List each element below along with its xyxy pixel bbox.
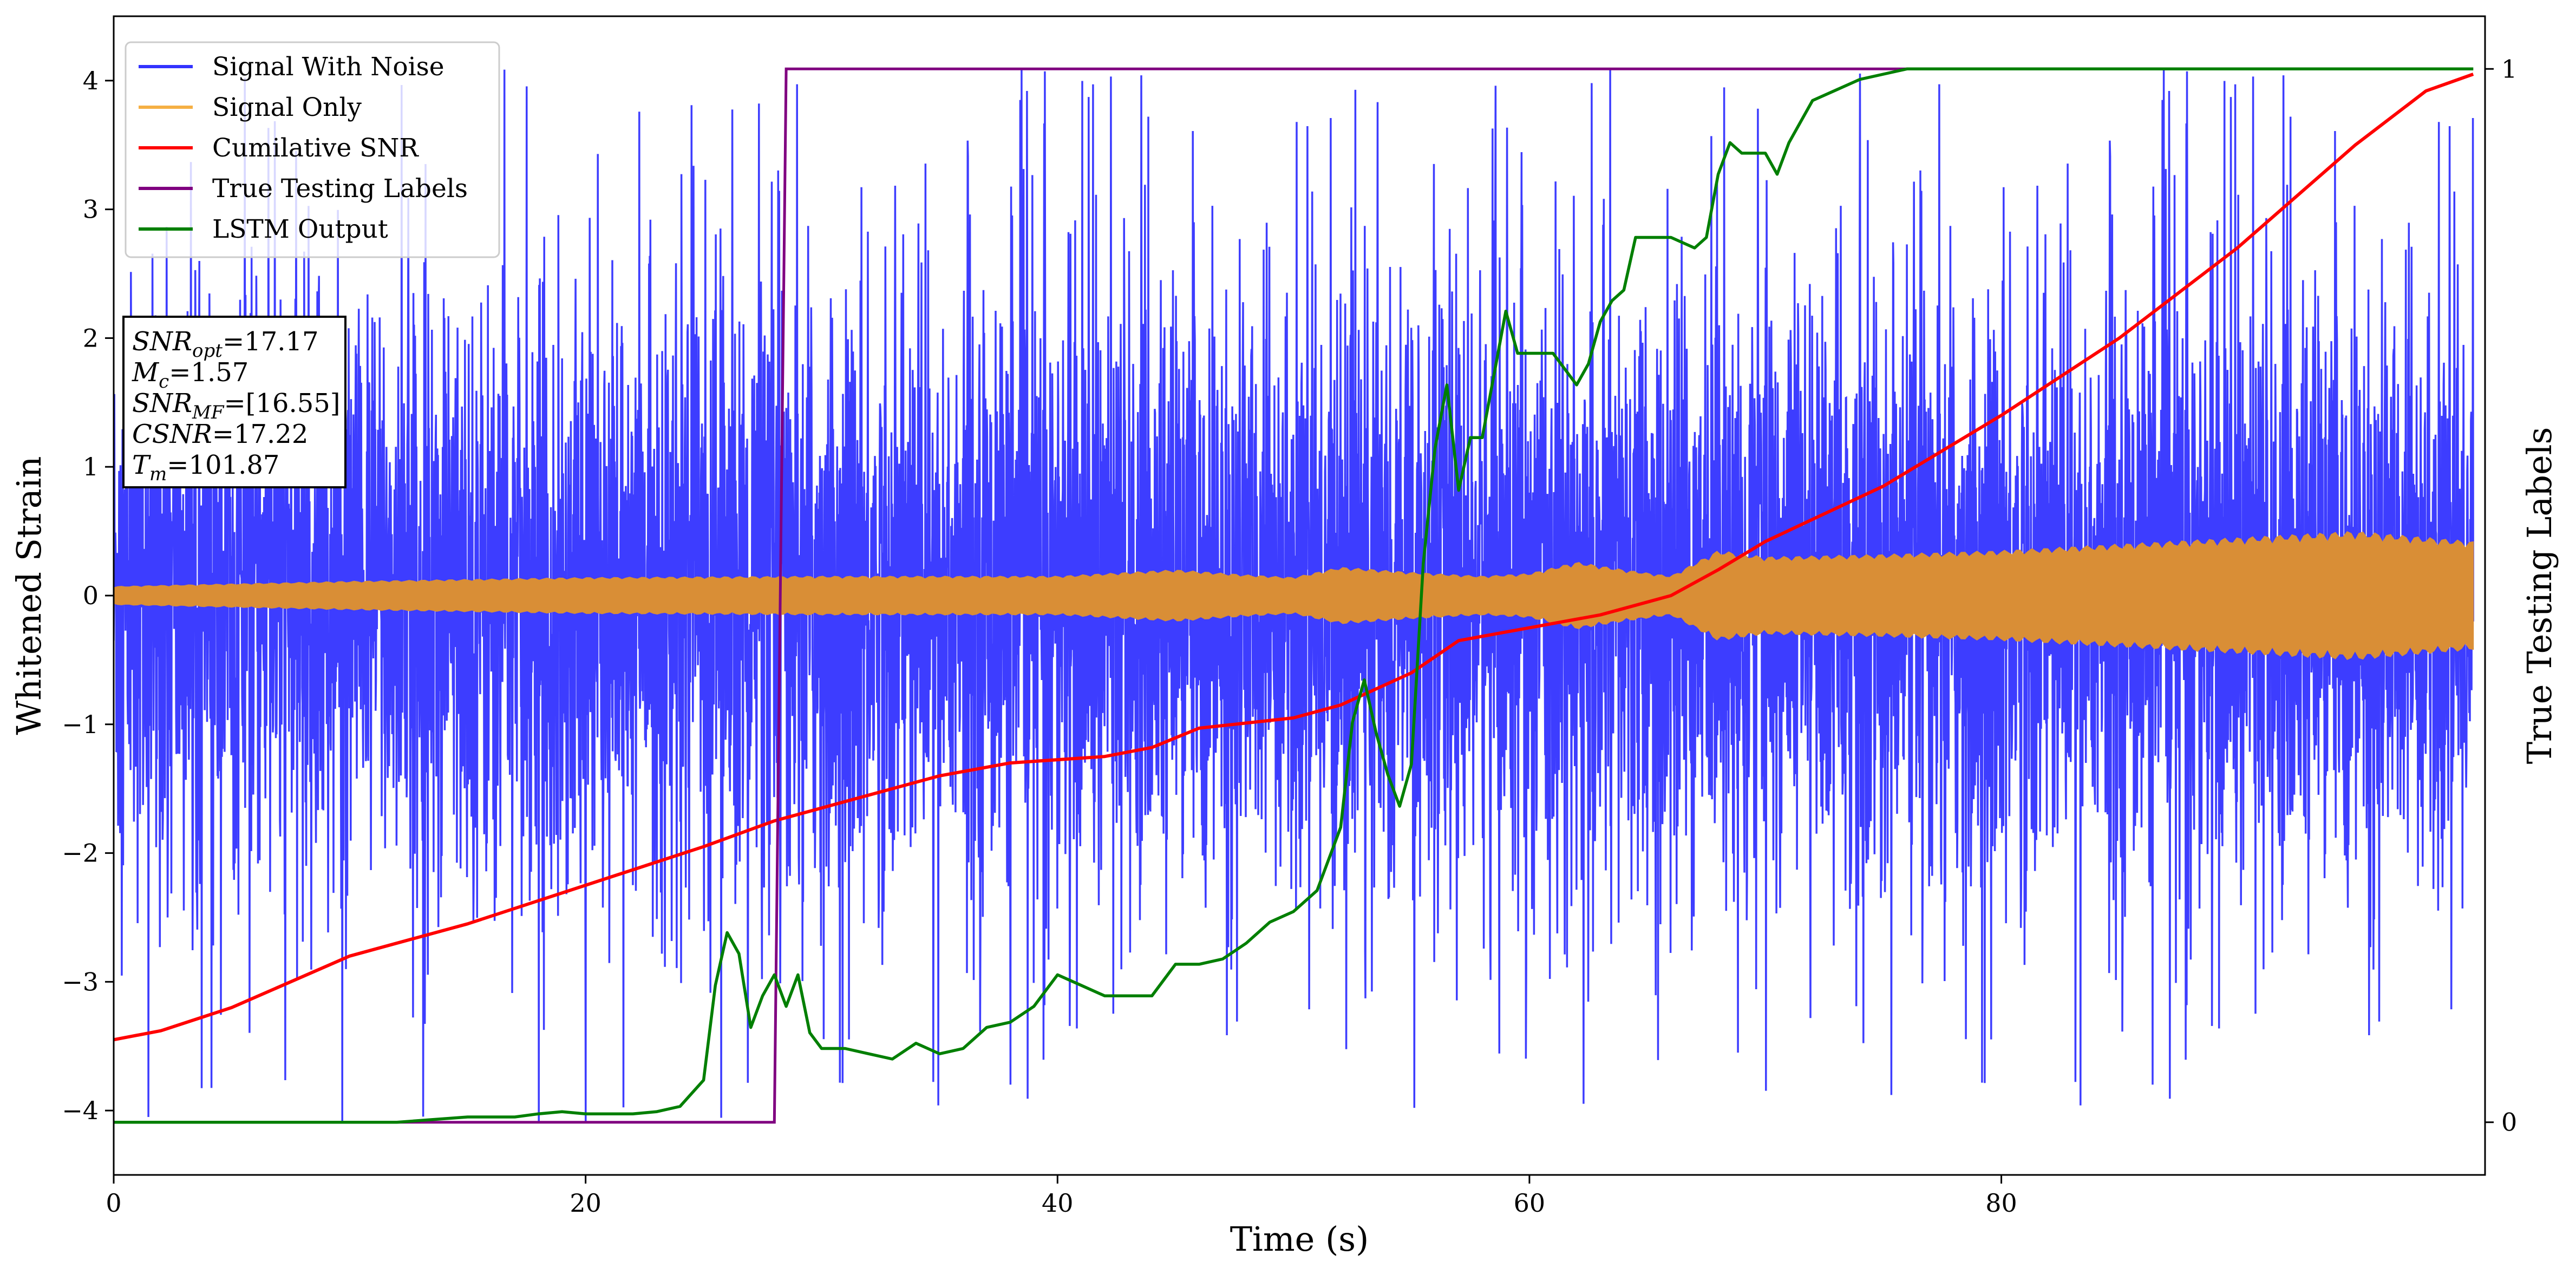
legend-label: Signal With Noise xyxy=(212,52,444,82)
info-line: CSNR=17.22 xyxy=(132,419,308,449)
y-tick-label: 4 xyxy=(83,66,99,95)
x-tick-label: 20 xyxy=(570,1188,601,1218)
info-symbol: CSNR xyxy=(132,419,212,449)
y-axis-right-title: True Testing Labels xyxy=(2520,427,2559,765)
series-line-signal-with-noise xyxy=(114,68,2474,1123)
info-subscript: c xyxy=(159,371,169,393)
series-area-signal-only xyxy=(114,531,2474,660)
y-tick-label: −2 xyxy=(62,839,99,868)
info-line: Mc=1.57 xyxy=(132,357,249,393)
y-tick-label: −3 xyxy=(62,967,99,996)
x-tick-label: 60 xyxy=(1514,1188,1546,1218)
info-box: SNRopt=17.17Mc=1.57SNRMF=[16.55]CSNR=17.… xyxy=(122,316,346,488)
info-value: =1.57 xyxy=(169,357,249,388)
series-line-lstm-output xyxy=(114,67,2474,1124)
info-subscript: m xyxy=(149,463,167,485)
series-line-true-testing-labels xyxy=(114,67,2474,1124)
info-line: SNRMF=[16.55] xyxy=(132,388,341,423)
legend-label: True Testing Labels xyxy=(212,174,468,204)
info-subscript: MF xyxy=(192,402,225,423)
info-symbol: SNR xyxy=(132,388,192,419)
info-line: SNRopt=17.17 xyxy=(132,326,319,362)
plot-area xyxy=(114,67,2474,1124)
y-axis-title: Whitened Strain xyxy=(9,456,49,735)
info-value: =17.17 xyxy=(223,326,319,357)
y-tick-label: 0 xyxy=(83,581,99,610)
y-right-tick-label: 0 xyxy=(2501,1108,2517,1137)
info-box-frame xyxy=(122,316,346,488)
info-value: =[16.55] xyxy=(224,388,340,419)
y-tick-label: 2 xyxy=(83,323,99,352)
x-axis-title: Time (s) xyxy=(1230,1219,1369,1259)
y-tick-label: −1 xyxy=(62,710,99,739)
legend-frame xyxy=(125,41,500,258)
x-tick-label: 0 xyxy=(106,1188,121,1218)
x-tick-label: 40 xyxy=(1042,1188,1074,1218)
y-tick-label: 3 xyxy=(83,195,99,224)
info-symbol: T xyxy=(132,450,151,480)
info-value: =101.87 xyxy=(167,450,279,480)
legend: Signal With Noise Signal Only Cumilative S… xyxy=(125,41,500,258)
series-line-cumulative-snr xyxy=(114,73,2474,1042)
legend-label: Signal Only xyxy=(212,93,362,122)
x-tick-label: 80 xyxy=(1985,1188,2017,1218)
y-tick-label: 1 xyxy=(83,452,99,481)
info-symbol: M xyxy=(132,357,160,388)
y-tick-label: −4 xyxy=(62,1096,99,1125)
y-right-tick-label: 1 xyxy=(2501,54,2517,83)
info-symbol: SNR xyxy=(132,326,192,357)
info-line: Tm=101.87 xyxy=(132,450,279,485)
legend-label: Cumilative SNR xyxy=(212,133,419,163)
info-value: =17.22 xyxy=(212,419,309,449)
legend-label: LSTM Output xyxy=(212,214,388,244)
info-subscript: opt xyxy=(192,340,223,362)
